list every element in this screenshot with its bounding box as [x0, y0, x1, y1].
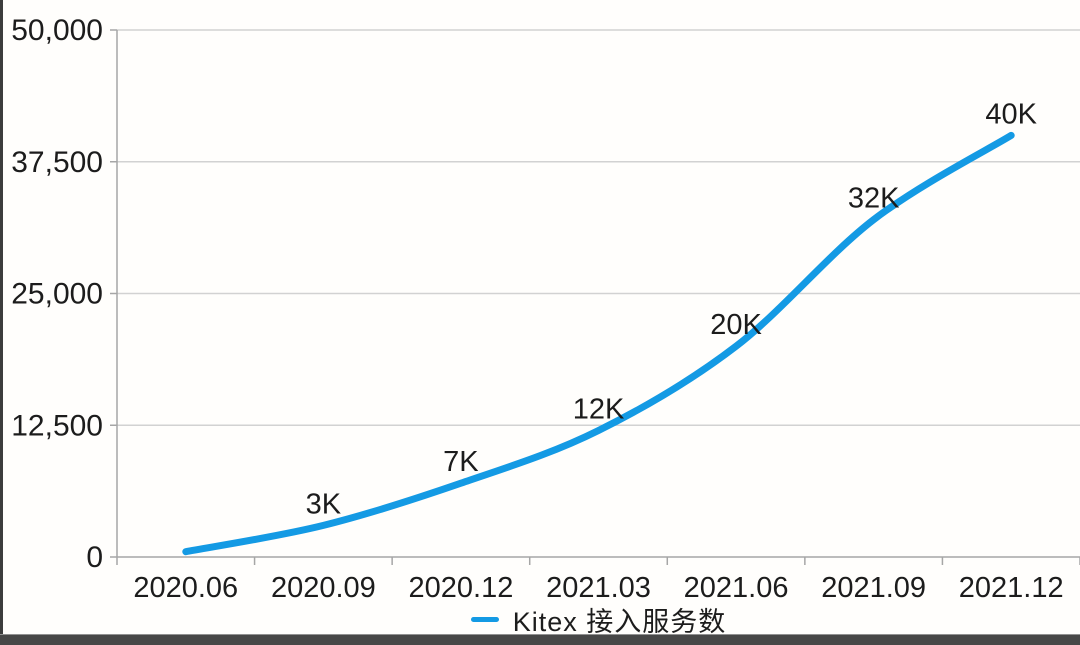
bottom-window-bar: [0, 634, 1080, 645]
x-tick-label: 2021.12: [959, 572, 1064, 604]
point-label: 7K: [443, 446, 479, 478]
point-label: 12K: [573, 394, 625, 426]
series-line: [182, 131, 1015, 556]
left-edge-strip: [0, 0, 3, 645]
y-tick-label: 12,500: [11, 409, 103, 442]
point-label: 32K: [848, 183, 900, 215]
x-tick-label: 2021.09: [821, 572, 926, 604]
legend-line-swatch: [470, 617, 499, 622]
point-label: 40K: [985, 98, 1037, 130]
legend-label: Kitex 接入服务数: [512, 607, 727, 637]
x-tick-label: 2020.12: [409, 572, 514, 604]
point-label: 3K: [306, 488, 342, 520]
point-label: 20K: [710, 309, 762, 341]
legend: Kitex 接入服务数: [117, 603, 1080, 637]
y-tick-label: 50,000: [11, 14, 103, 47]
y-tick-label: 37,500: [11, 146, 103, 179]
x-tick-label: 2020.09: [271, 572, 376, 604]
x-tick-label: 2021.06: [684, 572, 789, 604]
y-tick-label: 0: [86, 541, 103, 574]
x-tick-label: 2021.03: [546, 572, 651, 604]
x-tick-label: 2020.06: [133, 572, 238, 604]
y-tick-label: 25,000: [11, 278, 103, 311]
